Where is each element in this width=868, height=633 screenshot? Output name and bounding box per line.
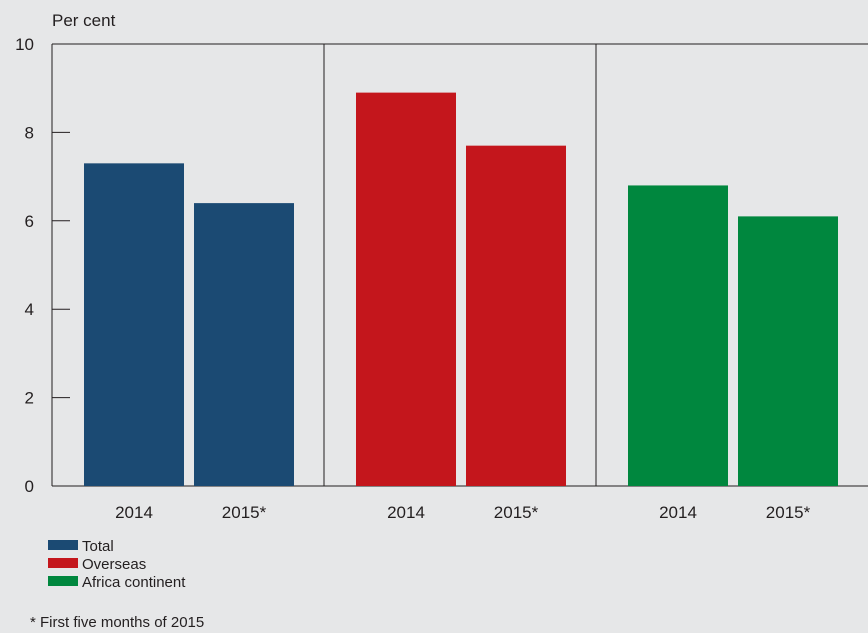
y-axis-unit-label: Per cent (52, 11, 116, 30)
bar (356, 92, 456, 487)
bars (84, 92, 838, 487)
y-tick-label: 10 (15, 35, 34, 54)
y-tick-label: 0 (25, 477, 34, 496)
x-category-label: 2015* (494, 503, 539, 522)
y-axis: 0 2 4 6 8 10 (15, 35, 868, 496)
bar (738, 216, 838, 486)
y-tick-label: 8 (25, 123, 34, 142)
y-tick-label: 4 (25, 300, 34, 319)
x-category-label: 2015* (766, 503, 811, 522)
y-tick-label: 6 (25, 212, 34, 231)
x-category-label: 2015* (222, 503, 267, 522)
x-axis-labels: 2014 2015* 2014 2015* 2014 2015* (115, 503, 811, 522)
footnote: * First five months of 2015 (30, 614, 204, 631)
legend-label: Africa continent (82, 574, 186, 591)
bar (194, 203, 294, 486)
bar (628, 185, 728, 486)
legend-label: Total (82, 538, 114, 555)
legend-label: Overseas (82, 556, 146, 573)
x-category-label: 2014 (387, 503, 425, 522)
x-category-label: 2014 (659, 503, 697, 522)
legend-swatch (48, 540, 78, 550)
y-tick-label: 2 (25, 389, 34, 408)
legend-swatch (48, 558, 78, 568)
x-category-label: 2014 (115, 503, 153, 522)
legend-swatch (48, 576, 78, 586)
group-separators (323, 44, 597, 486)
bar (84, 163, 184, 486)
bar (466, 145, 566, 486)
